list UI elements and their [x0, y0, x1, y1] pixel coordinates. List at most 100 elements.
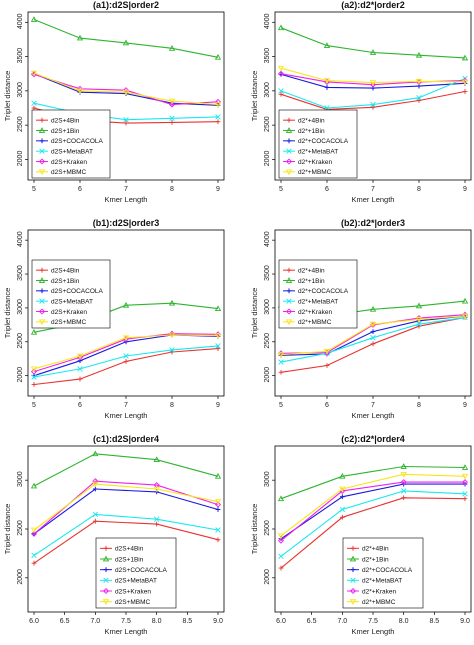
data-point	[30, 70, 38, 77]
series-line	[33, 73, 219, 106]
legend-marker	[350, 567, 356, 573]
data-point	[169, 347, 175, 353]
series-MetaBAT	[31, 343, 221, 380]
data-point	[92, 518, 98, 524]
x-axis-label: Kmer Length	[105, 195, 148, 204]
legend-box	[342, 537, 424, 609]
x-tick-label: 6	[325, 186, 329, 193]
y-tick-label: 3000	[17, 82, 24, 98]
y-tick-label: 4000	[17, 231, 24, 247]
data-point	[278, 565, 284, 571]
legend-marker	[285, 277, 293, 283]
x-tick-label: 6.0	[29, 618, 39, 625]
x-tick-label: 6	[325, 402, 329, 409]
legend-item: d2S+1Bin	[36, 277, 80, 285]
data-point	[369, 305, 377, 312]
y-axis-label: Triplet distance	[250, 288, 259, 339]
data-point	[31, 374, 37, 380]
data-point	[324, 105, 330, 111]
legend-item: d2S+Kraken	[36, 308, 87, 316]
legend-label: d2*+MetaBAT	[298, 148, 338, 155]
legend-label: d2S+COCACOLA	[51, 138, 104, 145]
y-tick-label: 2000	[17, 151, 24, 167]
data-point	[30, 16, 38, 22]
series-Kraken	[30, 478, 222, 537]
data-point	[369, 49, 377, 55]
data-point	[461, 473, 469, 480]
data-point	[30, 530, 38, 537]
legend-marker	[102, 587, 110, 595]
y-tick-label: 2500	[264, 520, 271, 536]
series-1Bin	[277, 463, 469, 502]
legend-item: d2*+1Bin	[283, 127, 325, 135]
series-MBMC	[30, 332, 222, 373]
data-point	[31, 100, 37, 106]
panel-4: (b2):d2*|order3 5 6 7 8 9 2000 2500 3000 3500 4000…	[250, 218, 472, 420]
legend-marker	[285, 158, 293, 165]
panel-6: (c2):d2*|order4 6.0 6.5 7.0 7.5 8.0 8.5 9.0 2000…	[250, 434, 472, 636]
series-line	[33, 334, 219, 370]
x-tick-label: 7	[371, 402, 375, 409]
panel-title: (c2):d2*|order4	[341, 434, 405, 444]
data-point	[370, 329, 376, 335]
legend-marker	[38, 158, 46, 165]
legend-item: d2*+1Bin	[283, 277, 325, 285]
series-1Bin	[277, 24, 469, 61]
legend-marker	[39, 138, 45, 144]
data-point	[30, 482, 38, 489]
data-point	[400, 463, 407, 469]
x-tick-label: 5	[32, 402, 36, 409]
legend-label: d2S+MetaBAT	[51, 298, 93, 305]
data-point	[153, 456, 160, 463]
legend-label: d2S+Kraken	[51, 309, 87, 316]
data-point	[461, 464, 469, 470]
x-tick-label: 5	[32, 186, 36, 193]
data-point	[31, 382, 37, 387]
series-line	[33, 480, 219, 535]
data-point	[31, 552, 37, 559]
y-tick-label: 4000	[264, 231, 271, 247]
x-tick-label: 8.0	[152, 618, 162, 625]
data-point	[215, 527, 221, 533]
legend-item: d2S+MBMC	[100, 599, 151, 606]
legend-marker	[349, 555, 357, 562]
x-tick-label: 8.5	[429, 618, 439, 625]
data-point	[400, 479, 407, 486]
legend: d2S+4Bin d2S+1Bin d2S+COCACOLA d2S+MetaBAT d…	[95, 537, 177, 609]
legend-label: d2S+1Bin	[115, 556, 144, 563]
legend-marker	[286, 117, 292, 123]
series-line	[280, 315, 466, 356]
data-point	[154, 521, 160, 527]
x-tick-label: 7.5	[121, 618, 131, 625]
data-point	[370, 101, 376, 108]
legend-item: d2S+1Bin	[36, 127, 80, 135]
x-tick-label: 9.0	[213, 618, 223, 625]
x-tick-label: 9	[216, 402, 220, 409]
legend-item: d2S+MetaBAT	[36, 298, 93, 305]
data-point	[123, 353, 129, 359]
legend-item: d2S+MBMC	[36, 319, 87, 326]
legend-marker	[285, 127, 293, 133]
y-tick-label: 3500	[264, 265, 271, 281]
legend-marker	[39, 148, 45, 154]
data-point	[277, 537, 285, 544]
legend-label: d2S+4Bin	[51, 117, 80, 124]
y-tick-label: 3500	[264, 48, 271, 64]
legend-marker	[38, 277, 46, 283]
legend-marker	[39, 117, 45, 123]
data-point	[168, 332, 176, 339]
legend-item: d2S+MetaBAT	[100, 577, 157, 585]
x-axis-label: Kmer Length	[352, 411, 395, 420]
x-tick-label: 6	[78, 186, 82, 193]
legend-label: d2*+Kraken	[298, 309, 333, 316]
series-line	[280, 465, 466, 500]
legend-item: d2*+Kraken	[347, 587, 397, 595]
legend-box	[95, 537, 177, 609]
series-MBMC	[277, 313, 469, 358]
legend-item: d2S+MBMC	[36, 169, 87, 176]
legend-label: d2*+COCACOLA	[298, 138, 349, 145]
y-tick-label: 2000	[264, 367, 271, 383]
legend: d2S+4Bin d2S+1Bin d2S+COCACOLA d2S+MetaBAT d…	[31, 259, 111, 329]
panel-title: (a1):d2S|order2	[93, 0, 159, 10]
legend-label: d2S+Kraken	[51, 159, 87, 166]
